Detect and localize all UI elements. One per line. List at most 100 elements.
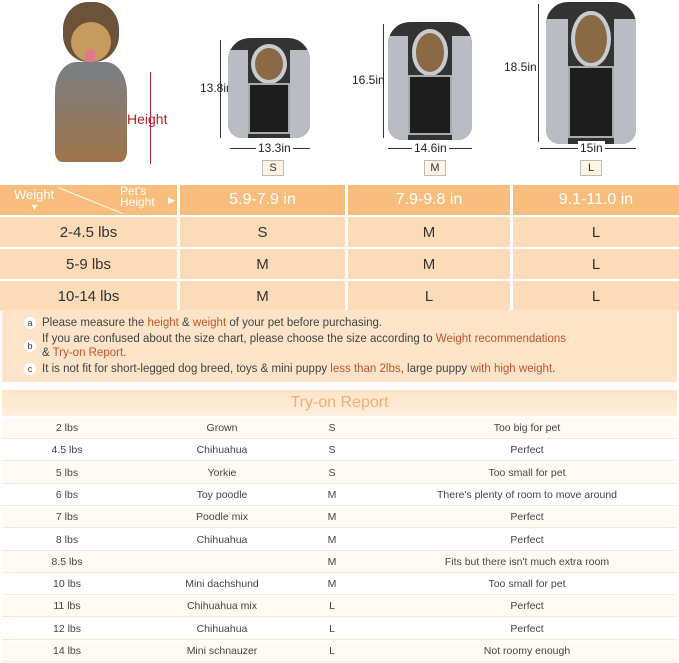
corner-cell: Weight ▼ Pet's Height ▶ bbox=[0, 185, 177, 215]
try-on-row: 5 lbs Yorkie S Too small for pet bbox=[2, 462, 677, 484]
size-cell: M bbox=[327, 511, 337, 524]
width-dimension: 15in bbox=[578, 141, 605, 155]
weight-cell: 10-14 lbs bbox=[0, 281, 177, 311]
comment-cell: Too big for pet bbox=[493, 422, 561, 434]
try-on-row: 7 lbs Poodle mix M Perfect bbox=[2, 507, 677, 529]
weight-cell: 2 lbs bbox=[55, 422, 79, 434]
height-arrow bbox=[150, 72, 151, 164]
weight-cell: 5-9 lbs bbox=[0, 249, 177, 279]
note-highlight: weight bbox=[192, 317, 227, 329]
try-on-row: 11 lbs Chihuahua mix L Perfect bbox=[2, 596, 677, 618]
try-on-row: 8 lbs Chihuahua M Perfect bbox=[2, 529, 677, 551]
size-cell: L bbox=[329, 622, 335, 635]
weight-cell: 8.5 lbs bbox=[51, 555, 83, 568]
note-text: & bbox=[42, 347, 53, 359]
size-cell: M bbox=[327, 533, 337, 546]
note-text: It is not fit for short-legged dog breed… bbox=[42, 362, 331, 375]
comment-cell: Perfect bbox=[510, 600, 544, 613]
note-text: . bbox=[552, 362, 556, 375]
comment-cell: Perfect bbox=[510, 444, 544, 457]
size-cell: M bbox=[348, 217, 510, 247]
size-cell: S bbox=[328, 466, 336, 479]
note-highlight: with high weight bbox=[470, 362, 553, 375]
note-text: Please measure the bbox=[42, 317, 148, 329]
breed-cell: Chihuahua bbox=[196, 622, 248, 635]
try-on-row: 14 lbs Mini schnauzer L Not roomy enough bbox=[2, 641, 677, 662]
size-cell: M bbox=[327, 488, 337, 501]
backpack-s-image bbox=[228, 38, 310, 138]
comment-cell: Fits but there isn't much extra room bbox=[444, 555, 610, 568]
breed-cell: Mini dachshund bbox=[185, 578, 259, 591]
breed-cell: Toy poodle bbox=[196, 488, 248, 501]
comment-cell: There's plenty of room to move around bbox=[436, 488, 617, 501]
breed-cell: Yorkie bbox=[207, 466, 237, 479]
weight-cell: 12 lbs bbox=[52, 622, 82, 635]
note-text: , large puppy bbox=[400, 362, 471, 375]
weight-cell: 11 lbs bbox=[53, 600, 81, 613]
size-cell: L bbox=[329, 600, 335, 613]
note-text: & bbox=[178, 317, 193, 329]
diagonal-divider bbox=[57, 187, 124, 215]
weight-cell: 5 lbs bbox=[55, 466, 79, 479]
height-dimension: 18.5in bbox=[504, 60, 537, 74]
weight-cell: 10 lbs bbox=[52, 578, 82, 591]
size-cell: L bbox=[513, 249, 679, 279]
weight-cell: 2-4.5 lbs bbox=[0, 217, 177, 247]
breed-cell: Chihuahua bbox=[196, 444, 248, 457]
weight-axis-label: Weight bbox=[14, 187, 55, 202]
right-arrow-icon: ▶ bbox=[168, 195, 175, 205]
size-cell: M bbox=[327, 555, 337, 568]
size-row: 5-9 lbs M M L bbox=[0, 249, 679, 279]
note-text: of your pet before purchasing. bbox=[226, 317, 383, 329]
comment-cell: Perfect bbox=[510, 511, 544, 524]
try-on-row: 10 lbs Mini dachshund M Too small for pet bbox=[2, 574, 677, 596]
weight-cell: 14 lbs bbox=[52, 645, 82, 657]
width-dimension: 14.6in bbox=[412, 141, 449, 155]
size-cell: M bbox=[180, 249, 345, 279]
size-label: L bbox=[580, 160, 602, 176]
size-cell: L bbox=[513, 217, 679, 247]
notes-panel: a Please measure the height & weight of y… bbox=[2, 310, 677, 382]
size-label: S bbox=[262, 160, 284, 176]
try-on-row: 4.5 lbs Chihuahua S Perfect bbox=[2, 440, 677, 462]
try-on-title: Try-on Report bbox=[2, 390, 677, 416]
note-a: a Please measure the height & weight of y… bbox=[24, 316, 677, 331]
size-cell: M bbox=[180, 281, 345, 311]
width-dimension: 13.3in bbox=[256, 141, 293, 155]
comment-cell: Perfect bbox=[510, 622, 544, 635]
try-on-row: 6 lbs Toy poodle M There's plenty of room t… bbox=[2, 484, 677, 506]
column-header: 5.9-7.9 in bbox=[180, 185, 345, 215]
size-cell: S bbox=[328, 422, 336, 434]
note-highlight: Try-on Report. bbox=[52, 347, 127, 359]
size-chart: Weight ▼ Pet's Height ▶ 5.9-7.9 in 7.9-9… bbox=[0, 185, 679, 313]
column-header: 9.1-11.0 in bbox=[513, 185, 679, 215]
note-badge: b bbox=[24, 339, 36, 352]
size-cell: L bbox=[329, 645, 335, 657]
dog-photo bbox=[45, 2, 137, 167]
note-highlight: height bbox=[147, 317, 179, 329]
try-on-row: 8.5 lbs M Fits but there isn't much extra … bbox=[2, 551, 677, 573]
note-highlight: less than 2lbs bbox=[330, 362, 401, 375]
comment-cell: Perfect bbox=[510, 533, 544, 546]
breed-cell: Grown bbox=[206, 422, 238, 434]
size-cell: L bbox=[513, 281, 679, 311]
breed-cell: Chihuahua mix bbox=[186, 600, 258, 613]
try-on-row: 12 lbs Chihuahua L Perfect bbox=[2, 618, 677, 640]
weight-cell: 4.5 lbs bbox=[51, 444, 83, 457]
comment-cell: Not roomy enough bbox=[483, 645, 571, 657]
size-chart-header: Weight ▼ Pet's Height ▶ 5.9-7.9 in 7.9-9… bbox=[0, 185, 679, 215]
weight-cell: 8 lbs bbox=[55, 533, 79, 546]
breed-cell: Chihuahua bbox=[196, 533, 248, 546]
note-badge: a bbox=[24, 317, 36, 329]
height-label: Height bbox=[127, 111, 168, 127]
size-cell: S bbox=[180, 217, 345, 247]
note-c: c It is not fit for short-legged dog bree… bbox=[24, 362, 677, 377]
column-header: 7.9-9.8 in bbox=[348, 185, 510, 215]
comment-cell: Too small for pet bbox=[488, 578, 566, 591]
weight-cell: 6 lbs bbox=[55, 488, 79, 501]
note-b: b If you are confused about the size char… bbox=[24, 332, 677, 361]
height-dimension: 13.8in bbox=[200, 81, 233, 95]
breed-cell: Poodle mix bbox=[196, 511, 248, 524]
size-cell: L bbox=[348, 281, 510, 311]
note-text: If you are confused about the size chart… bbox=[42, 332, 436, 345]
